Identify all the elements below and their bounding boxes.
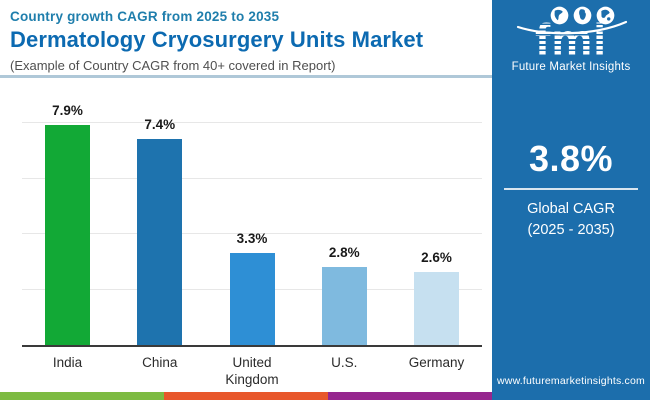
logo-globes: [514, 6, 650, 26]
bar-value-label-germany: 2.6%: [421, 250, 452, 265]
logo-swoosh-icon: [516, 20, 628, 35]
bar-united-kingdom: [229, 253, 275, 345]
asia-oceania-globe-icon: [596, 6, 614, 25]
footer-segment-3: [328, 392, 492, 400]
axis-label-u-s: U.S.: [331, 355, 358, 370]
bar-india: [45, 125, 90, 345]
global-cagr-period: (2025 - 2035): [527, 222, 615, 238]
fmi-logo-text: fmi: [492, 17, 650, 63]
axis-label-united-kingdom: United Kingdom: [225, 355, 279, 387]
header-divider: [0, 75, 493, 78]
gridline-4pct: [22, 233, 482, 234]
sidebar: fmi Future Market Insights 3.8% Global C…: [492, 0, 650, 400]
chart-subtitle: (Example of Country CAGR from 40+ covere…: [10, 58, 336, 73]
global-cagr-value: 3.8%: [528, 138, 614, 179]
bar-value-label-india: 7.9%: [52, 103, 83, 118]
footer-segment-2: [164, 392, 328, 400]
bar-value-label-united-kingdom: 3.3%: [236, 231, 268, 246]
global-cagr-stat: 3.8% Global CAGR (2025 - 2035): [492, 138, 650, 241]
bar-value-label-china: 7.4%: [144, 117, 176, 132]
axis-label-china: China: [142, 355, 178, 370]
axis-label-germany: Germany: [408, 355, 465, 370]
gridline-8pct: [22, 122, 482, 123]
footer-color-bar: [0, 392, 492, 400]
header: Country growth CAGR from 2025 to 2035 De…: [10, 9, 490, 73]
footer-segment-1: [0, 392, 164, 400]
stat-divider: [504, 188, 638, 190]
europe-africa-globe-icon: [573, 6, 591, 25]
global-cagr-label: Global CAGR: [527, 201, 615, 217]
americas-globe-icon: [550, 6, 568, 25]
website-link[interactable]: www.futuremarketinsights.com: [497, 375, 645, 387]
x-axis-line: [22, 345, 482, 347]
gridline-6pct: [22, 178, 482, 179]
bar-china: [137, 139, 183, 345]
bar-chart: 7.9% India 7.4% China 3.3% United Kingdom 2.8%…: [0, 90, 492, 392]
axis-label-india: India: [52, 355, 83, 370]
bar-germany: [414, 272, 459, 345]
fmi-logo: fmi Future Market Insights: [492, 6, 650, 73]
chart-eyebrow: Country growth CAGR from 2025 to 2035: [10, 9, 280, 24]
page-title: Dermatology Cryosurgery Units Market: [10, 27, 424, 52]
fmi-logo-tagline: Future Market Insights: [511, 61, 631, 73]
bar-value-label-u-s: 2.8%: [328, 245, 360, 260]
bar-u-s: [321, 267, 367, 345]
